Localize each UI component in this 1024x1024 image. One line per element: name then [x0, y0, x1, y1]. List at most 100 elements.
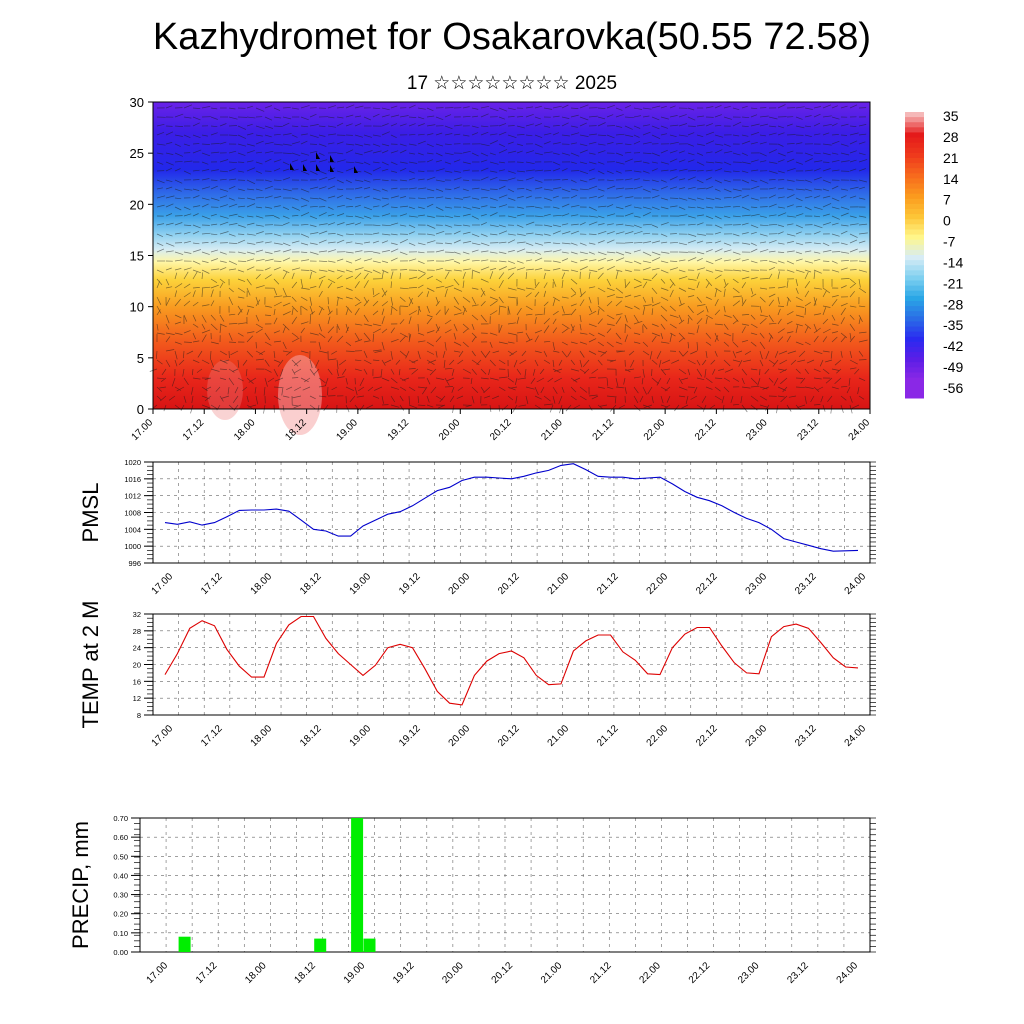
x-tick-label: 20.12: [490, 960, 516, 986]
wind-vector: [840, 307, 846, 316]
wind-vector: [264, 158, 272, 163]
wind-vector: [572, 404, 581, 410]
wind-vector: [372, 310, 379, 316]
wind-vector: [201, 359, 210, 365]
wind-vector: [705, 161, 715, 164]
wind-vector: [372, 161, 380, 164]
wind-vector: [345, 222, 355, 226]
temp-panel-ylabel: TEMP at 2 M: [78, 601, 103, 729]
wind-vector: [201, 143, 210, 145]
wind-vector: [846, 386, 851, 394]
wind-vector: [471, 269, 481, 274]
wind-vector: [354, 152, 363, 156]
wind-vector: [435, 267, 443, 271]
wind-vector: [381, 107, 390, 111]
wind-vector: [768, 314, 774, 323]
wind-vector: [618, 404, 626, 409]
wind-vector: [813, 231, 821, 235]
wind-vector: [687, 239, 696, 244]
wind-vector: [318, 260, 328, 262]
wind-vector: [191, 368, 194, 376]
wind-vector: [453, 186, 460, 190]
wind-vector: [570, 223, 579, 226]
wind-vector: [714, 248, 723, 253]
wind-vector: [390, 248, 399, 253]
wind-vector: [300, 159, 308, 163]
wind-vector: [318, 197, 327, 202]
wind-vector: [525, 268, 534, 271]
wind-vector: [831, 140, 840, 145]
wind-vector: [588, 242, 596, 245]
wind-vector: [498, 296, 504, 304]
wind-vector: [768, 203, 777, 208]
wind-vector: [687, 287, 695, 291]
wind-vector: [696, 222, 704, 226]
wind-vector: [354, 204, 361, 208]
wind-vector: [558, 395, 563, 405]
wind-vector: [309, 186, 319, 190]
x-tick-label: 20.00: [447, 723, 473, 749]
wind-vector: [336, 159, 346, 163]
wind-vector: [205, 386, 212, 391]
wind-vector: [570, 204, 580, 208]
wind-vector: [840, 152, 850, 156]
wind-vector: [597, 318, 603, 325]
wind-vector: [651, 188, 659, 192]
wind-vector: [624, 386, 627, 394]
wind-vector: [507, 141, 514, 145]
wind-vector: [228, 296, 234, 306]
pmsl-panel-minor-ticks: [147, 461, 876, 564]
wind-vector: [519, 359, 527, 365]
wind-vector: [282, 206, 290, 211]
wind-vector: [228, 377, 235, 386]
wind-vector: [318, 269, 328, 272]
wind-vector: [849, 290, 855, 298]
wind-vector: [660, 241, 668, 244]
colorbar-label: -7: [943, 234, 956, 250]
wind-vector: [606, 341, 614, 348]
wind-vector: [291, 404, 299, 407]
wind-vector: [435, 168, 445, 172]
wind-vector: [327, 278, 336, 284]
wind-vector: [331, 350, 338, 355]
wind-vector: [534, 329, 543, 334]
wind-vector: [183, 134, 191, 139]
wind-vector: [660, 296, 669, 301]
x-tick-label: 22.00: [642, 417, 668, 443]
wind-vector: [750, 248, 758, 253]
wind-vector: [561, 242, 571, 245]
wind-vector: [444, 251, 454, 253]
wind-vector: [588, 376, 596, 379]
wind-vector: [210, 284, 219, 289]
wind-vector: [381, 269, 389, 274]
wind-vector: [443, 359, 446, 368]
wind-vector: [633, 242, 643, 244]
wind-vector: [741, 296, 744, 305]
wind-vector: [813, 122, 821, 127]
wind-vector: [723, 341, 730, 347]
wind-vector: [831, 169, 840, 172]
wind-vector: [849, 305, 857, 308]
wind-vector: [741, 152, 748, 156]
x-tick-label: 22.00: [645, 571, 671, 597]
wind-vector: [606, 239, 615, 244]
wind-vector: [180, 404, 185, 411]
wind-vector: [840, 123, 849, 127]
wind-vector: [399, 213, 408, 217]
wind-vector: [471, 296, 477, 305]
wind-vector: [552, 249, 562, 253]
wind-vector: [723, 314, 732, 318]
wind-vector: [263, 386, 266, 396]
wind-vector: [651, 195, 660, 199]
wind-vector: [210, 278, 218, 283]
wind-vector: [254, 386, 257, 394]
wind-vector: [606, 323, 615, 326]
colorbar-label: -35: [943, 317, 963, 333]
wind-vector: [786, 404, 792, 412]
wind-vector: [345, 197, 353, 201]
wind-vector: [318, 176, 328, 181]
wind-vector: [714, 335, 719, 343]
wind-vector: [480, 290, 485, 298]
heatmap-warm-spot: [207, 360, 243, 420]
